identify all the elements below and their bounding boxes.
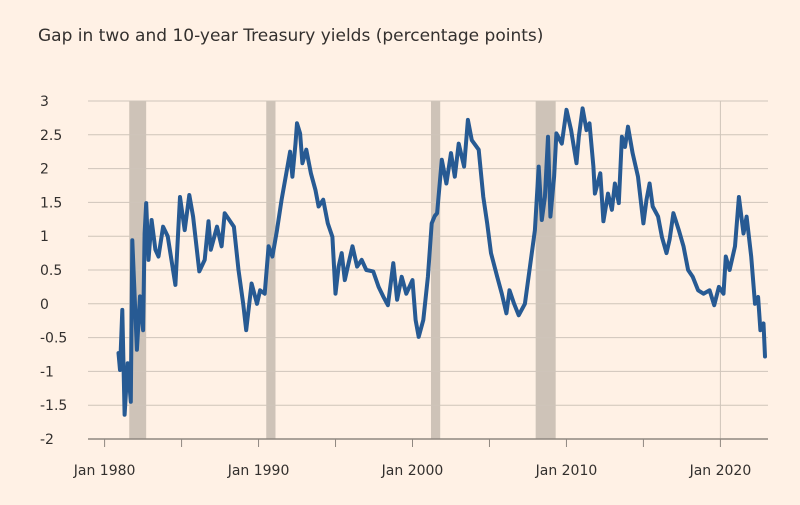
y-tick-label: 3 bbox=[40, 94, 49, 110]
y-tick-label: -1 bbox=[40, 364, 54, 380]
chart-title: Gap in two and 10-year Treasury yields (… bbox=[38, 26, 544, 46]
x-tick-label: Jan 2010 bbox=[535, 463, 598, 479]
y-tick-label: 2 bbox=[40, 162, 49, 178]
y-tick-label: 0 bbox=[40, 297, 49, 313]
y-tick-label: -1.5 bbox=[40, 398, 67, 414]
x-tick-label: Jan 2020 bbox=[689, 463, 752, 479]
y-tick-label: 1 bbox=[40, 229, 49, 245]
series-line bbox=[116, 106, 767, 417]
y-tick-label: 2.5 bbox=[40, 128, 62, 144]
x-tick-label: Jan 1980 bbox=[73, 463, 136, 479]
y-tick-label: 1.5 bbox=[40, 195, 62, 211]
x-tick-label: Jan 2000 bbox=[381, 463, 444, 479]
y-tick-label: -2 bbox=[40, 432, 54, 448]
y-tick-label: 0.5 bbox=[40, 263, 62, 279]
series-layer bbox=[116, 106, 767, 417]
axes: 3 2.5 2 1.5 1 0.5 0 -0.5 -1 -1.5 -2 Jan 1980 Jan 199… bbox=[40, 94, 768, 479]
x-tick-label: Jan 1990 bbox=[227, 463, 290, 479]
y-tick-label: -0.5 bbox=[40, 331, 67, 347]
